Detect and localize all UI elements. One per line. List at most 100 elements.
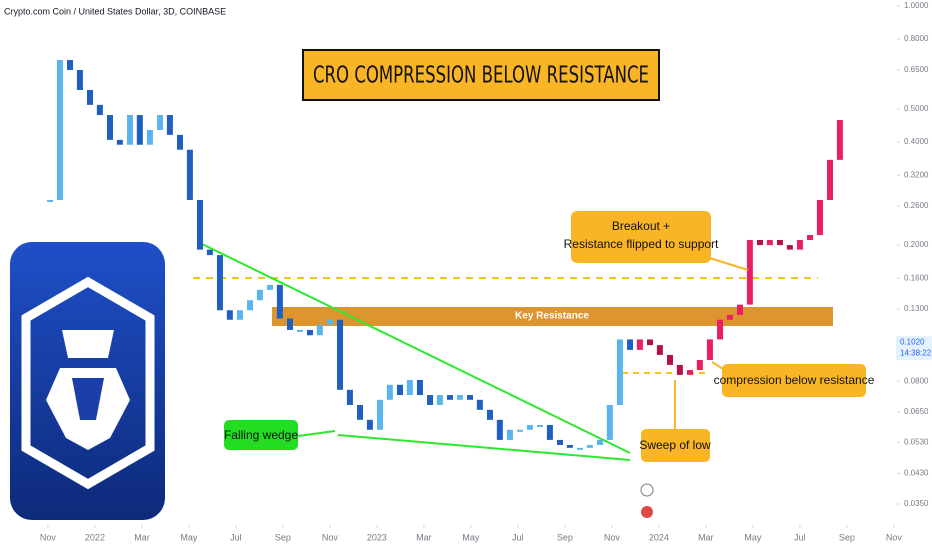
- candle: [726, 314, 733, 320]
- x-tick-label: May: [744, 532, 762, 542]
- compression-label: compression below resistance: [714, 373, 875, 387]
- candle: [476, 399, 483, 410]
- candle: [756, 239, 763, 246]
- candle: [466, 395, 473, 400]
- y-tick-label: 0.8000: [904, 34, 929, 43]
- candle: [807, 235, 814, 240]
- candle: [546, 424, 553, 440]
- candle: [196, 199, 203, 250]
- y-tick-label: 0.0800: [904, 376, 929, 385]
- x-tick-label: Jul: [230, 532, 242, 542]
- breakout-line: Resistance flipped to support: [564, 237, 719, 251]
- x-tick-label: Sep: [275, 532, 291, 542]
- x-tick-label: Mar: [134, 532, 150, 542]
- candle: [306, 329, 313, 336]
- candle: [786, 245, 793, 250]
- candle: [126, 115, 133, 145]
- y-tick-label: 0.4000: [904, 137, 929, 146]
- candle: [267, 284, 274, 290]
- candle: [827, 159, 834, 200]
- x-tick-label: Sep: [557, 532, 573, 542]
- candle: [157, 115, 164, 130]
- candle: [316, 324, 323, 336]
- candle: [746, 239, 753, 305]
- candle: [226, 310, 233, 320]
- sweep-label: Sweep of low: [639, 438, 711, 452]
- x-tick-label: May: [180, 532, 198, 542]
- callout-pointer: [297, 430, 336, 437]
- candle: [486, 409, 493, 420]
- x-tick-label: Jul: [794, 532, 806, 542]
- candle: [636, 339, 643, 350]
- event-icon[interactable]: [641, 506, 653, 518]
- y-tick-label: 0.2000: [904, 240, 929, 249]
- candle: [236, 310, 243, 320]
- candle: [116, 139, 123, 145]
- candle: [206, 249, 213, 256]
- candle: [506, 429, 513, 440]
- candle: [396, 384, 403, 396]
- key-resistance-label: Key Resistance: [515, 311, 589, 322]
- candle: [517, 429, 524, 432]
- candle: [96, 104, 103, 116]
- price-label: 0.1020: [900, 337, 925, 346]
- wedge-upper: [197, 241, 631, 454]
- candle: [686, 369, 693, 375]
- candle: [247, 300, 254, 311]
- x-tick-label: Sep: [839, 532, 855, 542]
- x-tick-label: Mar: [416, 532, 432, 542]
- y-tick-label: 0.0650: [904, 407, 929, 416]
- candle: [286, 318, 293, 330]
- candle: [706, 339, 713, 360]
- wedge-label: Falling wedge: [224, 428, 298, 442]
- candle: [406, 379, 413, 396]
- logo: [10, 242, 165, 520]
- price-box: [896, 336, 932, 361]
- x-tick-label: 2022: [85, 532, 105, 542]
- candle: [737, 304, 744, 315]
- symbol-label: Crypto.com Coin / United States Dollar, …: [4, 6, 226, 16]
- candle: [56, 60, 63, 200]
- candle: [416, 379, 423, 396]
- x-tick-label: Nov: [604, 532, 621, 542]
- wedge-box: [224, 420, 298, 450]
- candle: [836, 120, 843, 160]
- sweep-box: [641, 429, 710, 462]
- candle: [596, 439, 603, 445]
- candles: [47, 60, 843, 450]
- countdown: 14:38:22: [900, 348, 932, 357]
- candle: [216, 255, 223, 311]
- candle: [337, 319, 344, 390]
- y-tick-label: 1.0000: [904, 1, 929, 10]
- x-tick-label: Nov: [40, 532, 57, 542]
- candle: [296, 329, 303, 332]
- candle: [256, 289, 263, 301]
- candle: [146, 129, 153, 145]
- wedge-lower: [337, 434, 631, 461]
- y-tick-label: 0.3200: [904, 170, 929, 179]
- candle: [616, 339, 623, 405]
- candle: [627, 339, 634, 350]
- candle: [106, 115, 113, 140]
- candle: [276, 284, 283, 319]
- candle: [436, 395, 443, 405]
- candle: [766, 239, 773, 246]
- candle: [186, 149, 193, 200]
- candle: [177, 134, 184, 150]
- event-icon[interactable]: [640, 483, 654, 497]
- candle: [696, 359, 703, 370]
- candle: [376, 399, 383, 430]
- x-tick-label: Mar: [698, 532, 714, 542]
- candle: [556, 439, 563, 445]
- y-tick-label: 0.1600: [904, 273, 929, 282]
- candle: [366, 419, 373, 430]
- candle: [537, 424, 544, 427]
- candle: [776, 239, 783, 246]
- candle: [136, 115, 143, 145]
- y-tick-label: 0.5000: [904, 104, 929, 113]
- candle: [717, 319, 724, 340]
- candle: [76, 69, 83, 91]
- candle: [67, 60, 74, 70]
- y-tick-label: 0.0430: [904, 469, 929, 478]
